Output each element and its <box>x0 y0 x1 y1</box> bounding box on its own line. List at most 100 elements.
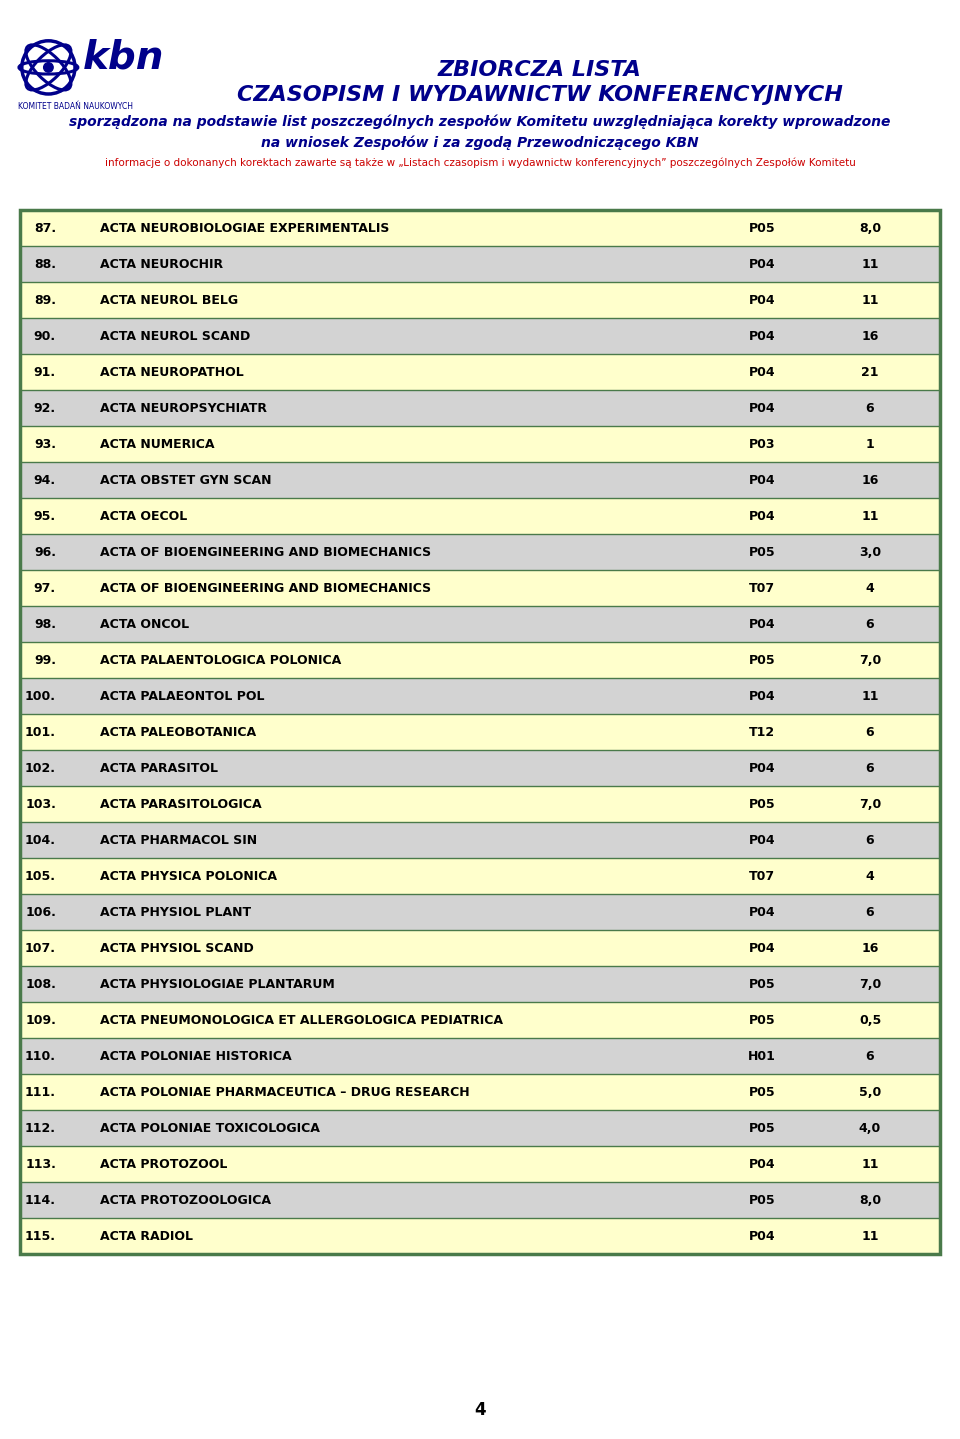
Bar <box>20 858 940 894</box>
Text: 4: 4 <box>474 1402 486 1419</box>
Text: KOMITET BADAŃ NAUKOWYCH: KOMITET BADAŃ NAUKOWYCH <box>18 102 133 111</box>
Bar <box>20 750 940 786</box>
Text: 6: 6 <box>866 833 875 846</box>
Text: ACTA NEUROL SCAND: ACTA NEUROL SCAND <box>100 330 251 342</box>
Text: ACTA NEUROPSYCHIATR: ACTA NEUROPSYCHIATR <box>100 401 267 414</box>
Bar <box>20 498 940 534</box>
Text: T12: T12 <box>749 725 775 738</box>
Bar <box>20 390 940 426</box>
Text: ACTA OF BIOENGINEERING AND BIOMECHANICS: ACTA OF BIOENGINEERING AND BIOMECHANICS <box>100 545 431 558</box>
Text: 8,0: 8,0 <box>859 222 881 235</box>
Text: ACTA PALAEONTOL POL: ACTA PALAEONTOL POL <box>100 689 265 702</box>
Text: ACTA PNEUMONOLOGICA ET ALLERGOLOGICA PEDIATRICA: ACTA PNEUMONOLOGICA ET ALLERGOLOGICA PED… <box>100 1013 503 1026</box>
Text: P04: P04 <box>749 330 776 342</box>
Text: 11: 11 <box>861 1229 878 1242</box>
Text: P04: P04 <box>749 905 776 918</box>
Bar <box>20 1038 940 1073</box>
Text: 11: 11 <box>861 1157 878 1170</box>
Text: 106.: 106. <box>25 905 56 918</box>
Text: 115.: 115. <box>25 1229 56 1242</box>
Text: 1: 1 <box>866 437 875 450</box>
Text: 105.: 105. <box>25 869 56 882</box>
Text: 87.: 87. <box>34 222 56 235</box>
Text: na wniosek Zespołów i za zgodą Przewodniczącego KBN: na wniosek Zespołów i za zgodą Przewodni… <box>261 135 699 150</box>
Bar <box>20 894 940 930</box>
Text: T07: T07 <box>749 869 775 882</box>
Text: ACTA PHYSICA POLONICA: ACTA PHYSICA POLONICA <box>100 869 277 882</box>
Text: ACTA PALAENTOLOGICA POLONICA: ACTA PALAENTOLOGICA POLONICA <box>100 653 341 666</box>
Text: ACTA NEUROBIOLOGIAE EXPERIMENTALIS: ACTA NEUROBIOLOGIAE EXPERIMENTALIS <box>100 222 390 235</box>
Text: P05: P05 <box>749 797 776 810</box>
Text: 103.: 103. <box>25 797 56 810</box>
Text: P04: P04 <box>749 366 776 378</box>
Text: 97.: 97. <box>34 581 56 594</box>
Bar <box>20 462 940 498</box>
Text: 6: 6 <box>866 1049 875 1062</box>
Text: 107.: 107. <box>25 941 56 954</box>
Text: 4,0: 4,0 <box>859 1121 881 1134</box>
Text: sporządzona na podstawie list poszczególnych zespołów Komitetu uwzględniająca ko: sporządzona na podstawie list poszczegól… <box>69 115 891 130</box>
Bar <box>20 714 940 750</box>
Text: 89.: 89. <box>34 294 56 307</box>
Text: P05: P05 <box>749 977 776 990</box>
Text: ACTA PARASITOL: ACTA PARASITOL <box>100 761 218 774</box>
Text: 11: 11 <box>861 294 878 307</box>
Bar <box>20 642 940 678</box>
Text: ACTA POLONIAE PHARMACEUTICA – DRUG RESEARCH: ACTA POLONIAE PHARMACEUTICA – DRUG RESEA… <box>100 1085 469 1098</box>
Text: ACTA OECOL: ACTA OECOL <box>100 509 187 522</box>
Text: P03: P03 <box>749 437 776 450</box>
Text: 6: 6 <box>866 617 875 630</box>
Bar <box>20 570 940 606</box>
Text: ACTA RADIOL: ACTA RADIOL <box>100 1229 193 1242</box>
Text: ACTA NEUROL BELG: ACTA NEUROL BELG <box>100 294 238 307</box>
Text: ACTA OF BIOENGINEERING AND BIOMECHANICS: ACTA OF BIOENGINEERING AND BIOMECHANICS <box>100 581 431 594</box>
Bar <box>20 606 940 642</box>
Text: P05: P05 <box>749 1193 776 1206</box>
Text: P04: P04 <box>749 258 776 271</box>
Text: ACTA PROTOZOOLOGICA: ACTA PROTOZOOLOGICA <box>100 1193 271 1206</box>
Bar <box>20 1109 940 1145</box>
Bar <box>20 678 940 714</box>
Text: 16: 16 <box>861 941 878 954</box>
Text: 11: 11 <box>861 258 878 271</box>
Text: P04: P04 <box>749 941 776 954</box>
Text: P04: P04 <box>749 1157 776 1170</box>
Text: 94.: 94. <box>34 473 56 486</box>
Text: 4: 4 <box>866 869 875 882</box>
Text: P05: P05 <box>749 222 776 235</box>
Text: 114.: 114. <box>25 1193 56 1206</box>
Text: H01: H01 <box>748 1049 776 1062</box>
Text: 7,0: 7,0 <box>859 653 881 666</box>
Text: 110.: 110. <box>25 1049 56 1062</box>
Text: informacje o dokonanych korektach zawarte są także w „Listach czasopism i wydawn: informacje o dokonanych korektach zawart… <box>105 158 855 168</box>
Text: CZASOPISM I WYDAWNICTW KONFERENCYJNYCH: CZASOPISM I WYDAWNICTW KONFERENCYJNYCH <box>237 85 843 105</box>
Text: 21: 21 <box>861 366 878 378</box>
Text: 8,0: 8,0 <box>859 1193 881 1206</box>
Text: 6: 6 <box>866 761 875 774</box>
Bar <box>20 246 940 282</box>
Text: 93.: 93. <box>34 437 56 450</box>
Bar <box>20 210 940 1253</box>
Text: 111.: 111. <box>25 1085 56 1098</box>
Text: 3,0: 3,0 <box>859 545 881 558</box>
Text: P05: P05 <box>749 545 776 558</box>
Text: kbn: kbn <box>83 39 164 76</box>
Text: 16: 16 <box>861 473 878 486</box>
Text: 4: 4 <box>866 581 875 594</box>
Text: P04: P04 <box>749 617 776 630</box>
Text: P04: P04 <box>749 1229 776 1242</box>
Text: 91.: 91. <box>34 366 56 378</box>
Bar <box>20 282 940 318</box>
Text: 112.: 112. <box>25 1121 56 1134</box>
Text: ACTA OBSTET GYN SCAN: ACTA OBSTET GYN SCAN <box>100 473 272 486</box>
Bar <box>20 822 940 858</box>
Text: 6: 6 <box>866 725 875 738</box>
Text: 11: 11 <box>861 509 878 522</box>
Text: P05: P05 <box>749 1085 776 1098</box>
Text: P04: P04 <box>749 401 776 414</box>
Text: ACTA PARASITOLOGICA: ACTA PARASITOLOGICA <box>100 797 262 810</box>
Text: 16: 16 <box>861 330 878 342</box>
Text: 95.: 95. <box>34 509 56 522</box>
Text: 5,0: 5,0 <box>859 1085 881 1098</box>
Text: 88.: 88. <box>34 258 56 271</box>
